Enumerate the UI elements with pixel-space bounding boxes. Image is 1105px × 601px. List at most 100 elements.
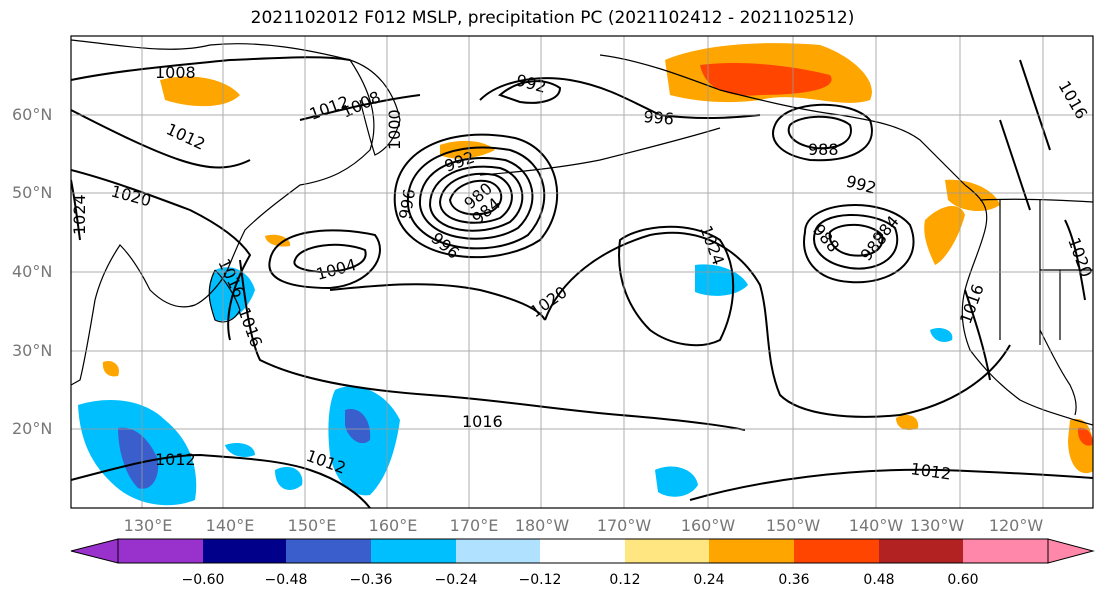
colorbar-tick-label: 0.12: [609, 572, 641, 588]
isobar-low2-992: [772, 103, 873, 162]
isobar-label: 1012: [909, 459, 952, 483]
colorbar-tick-label: 0.48: [863, 572, 895, 588]
isobar-label: 1024: [696, 223, 728, 268]
colorbar-tick-label: 0.36: [778, 572, 810, 588]
lon-label: 130°W: [909, 516, 965, 535]
precip-south-3: [930, 328, 953, 342]
isobar-label: 1016: [462, 412, 503, 431]
precip-south-4: [225, 443, 255, 457]
precip-right-edge: [1068, 418, 1093, 474]
precip-small-1: [896, 415, 919, 430]
isobar-1004-west: [293, 243, 367, 274]
lon-label: 160°W: [680, 516, 736, 535]
map-frame: [70, 35, 1094, 509]
lat-label: 30°N: [12, 341, 53, 360]
colorbar-segment: [794, 539, 879, 563]
lon-label: 170°W: [596, 516, 652, 535]
lon-label: 130°E: [123, 516, 173, 535]
isobar-low1-996: [406, 146, 546, 250]
precip-positive-shading: [102, 43, 1093, 474]
precip-south-2: [275, 466, 303, 490]
map-title: 2021102012 F012 MSLP, precipitation PC (…: [250, 8, 855, 28]
isobar-1016-mid: [239, 259, 746, 431]
isobar-low1-1000: [393, 133, 559, 259]
isobar-label: 992: [844, 172, 878, 198]
coast-asia: [71, 39, 375, 386]
precip-alaska-core: [700, 63, 832, 96]
isobar-1020-east: [1064, 219, 1086, 301]
isobar-label: 1000: [385, 109, 404, 150]
isobar-label: 1016: [1055, 78, 1092, 123]
lat-label: 40°N: [12, 262, 53, 281]
colorbar-segment: [456, 539, 540, 563]
lon-label: 140°W: [848, 516, 904, 535]
isobar-1016-north: [71, 109, 251, 169]
colorbar-segment: [118, 539, 203, 563]
isobar-label: 1016: [234, 305, 266, 350]
lat-label: 60°N: [12, 105, 53, 124]
precip-pacific-west-core: [345, 409, 371, 444]
coast-baja: [1039, 329, 1077, 416]
colorbar-segment: [709, 539, 794, 563]
isobar-low1-992: [418, 156, 534, 240]
isobar-label: 1004: [314, 255, 358, 284]
isobar-1012-north: [71, 56, 421, 121]
isobar-low3-988: [828, 223, 884, 257]
colorbar-tick-label: 0.24: [693, 572, 725, 588]
gridlines: [71, 36, 1093, 508]
coast-canada-border: [979, 198, 1093, 203]
colorbar-segment: [625, 539, 709, 563]
colorbar-segment: [963, 539, 1048, 563]
isobar-label: 1008: [155, 63, 196, 82]
precip-philippine-core: [118, 427, 159, 489]
isobar-label: 1012: [155, 450, 196, 469]
colorbar-arrow-left: [70, 538, 119, 564]
lon-label: 120°W: [988, 516, 1044, 535]
colorbar-tick-label: −0.24: [434, 572, 478, 588]
isobar-label: 1020: [109, 182, 153, 211]
isobar-label: 996: [427, 229, 463, 263]
isobar-label: 1024: [70, 194, 89, 235]
colorbar-tick-label: −0.36: [349, 572, 393, 588]
colorbar-arrow-right: [1047, 538, 1095, 564]
precip-south-1: [655, 466, 698, 497]
colorbar-segment: [203, 539, 286, 563]
isobar-1024-mid: [618, 225, 735, 347]
precip-westcoast: [924, 205, 965, 265]
lat-label: 50°N: [12, 183, 53, 202]
coast-kamchatka: [349, 59, 401, 156]
lon-label: 180°W: [514, 516, 570, 535]
isobar-low1-980: [448, 180, 503, 216]
colorbar-tick-label: −0.60: [181, 572, 225, 588]
colorbar-tick-label: 0.60: [947, 572, 979, 588]
coast-north-america: [961, 184, 1093, 426]
isobar-label: 1020: [1064, 235, 1096, 280]
isobar-bering-996: [479, 77, 761, 120]
precip-bering-west: [440, 140, 495, 159]
colorbar-tick-label: −0.12: [518, 572, 562, 588]
coast-aleutians: [479, 127, 721, 176]
isobar-low2-988: [787, 115, 852, 150]
isobar-label: 996: [643, 107, 675, 129]
isobar-bering-992: [498, 80, 562, 104]
isobar-1012-south: [71, 453, 1093, 508]
isobar-label: 992: [514, 71, 548, 97]
lon-label: 150°E: [287, 516, 337, 535]
isobar-low1-988: [428, 165, 524, 232]
colorbar-segment: [286, 539, 371, 563]
colorbar-frame: [117, 538, 1049, 564]
precip-small-2: [102, 360, 119, 377]
precip-midpacific: [695, 264, 748, 296]
precip-canada: [945, 179, 1000, 212]
isobar-1016-se: [964, 289, 991, 381]
lon-label: 140°E: [205, 516, 255, 535]
isobar-1024-west: [71, 179, 81, 241]
isobar-low1-984: [438, 172, 513, 224]
isobar-low3-996: [803, 204, 915, 284]
isobar-1008: [268, 229, 381, 290]
coast-alaska: [599, 54, 966, 186]
isobar-1020: [71, 169, 252, 341]
isobar-label: 996: [395, 187, 419, 220]
colorbar-segment: [879, 539, 963, 563]
